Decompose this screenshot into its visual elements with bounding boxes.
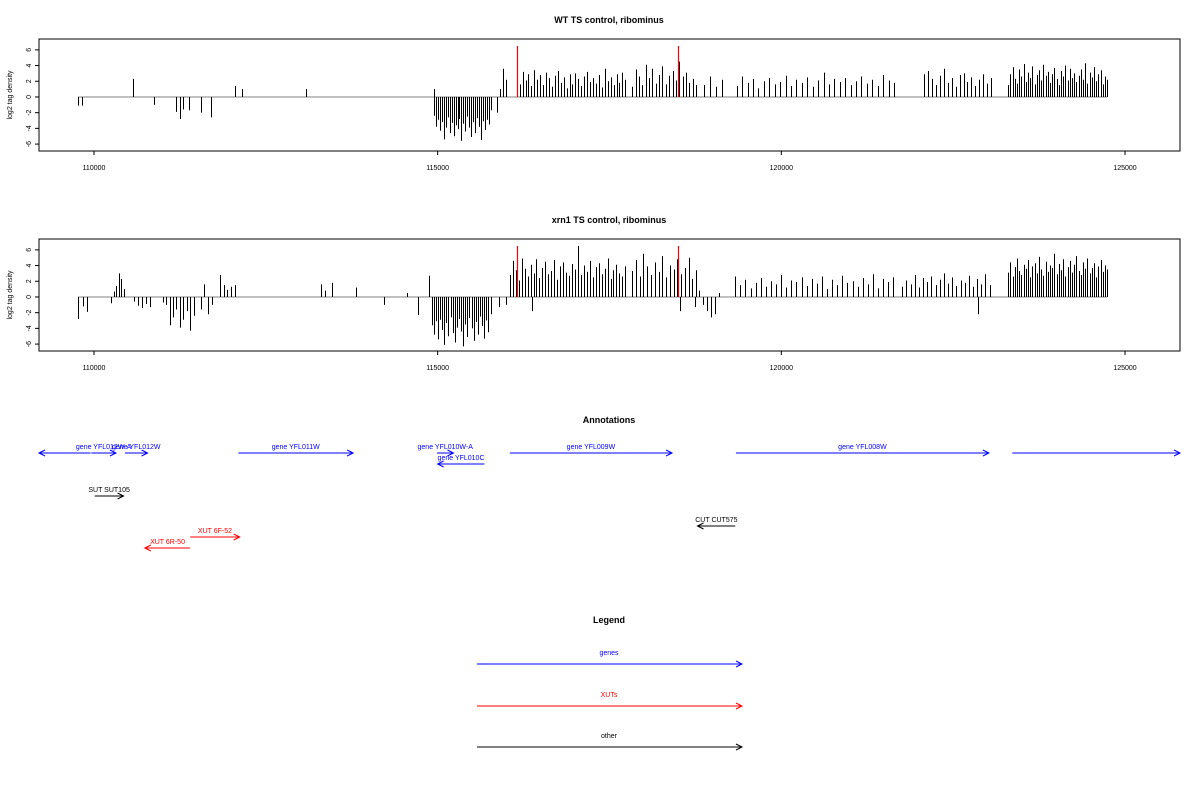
xrn1-x-axis: 110000 115000 120000 125000 <box>83 351 1137 372</box>
annotation-label: CUT CUT575 <box>695 517 737 524</box>
annotation-label: gene YFL012W-A <box>76 444 132 451</box>
annotation-arrow-head <box>143 544 152 552</box>
xrn1-y-tick-label: -6 <box>26 341 33 347</box>
annotation-label: gene YFL009W <box>567 444 616 451</box>
annotation-label: gene YFL012W <box>112 444 161 451</box>
wt-x-tick-label: 120000 <box>770 165 793 172</box>
xrn1-x-tick-label: 110000 <box>83 365 106 372</box>
wt-y-tick-label: 4 <box>26 64 33 68</box>
legend-label: XUTs <box>601 692 618 699</box>
wt-x-tick-label: 125000 <box>1113 165 1136 172</box>
annotation-label: gene YFL010W-A <box>418 444 474 451</box>
legend-label: other <box>601 733 618 740</box>
legend-items: genes XUTs other <box>477 650 744 751</box>
xrn1-panel-title: xrn1 TS control, ribominus <box>552 215 667 225</box>
annotation-label: SUT SUT105 <box>88 487 130 494</box>
wt-plot-frame <box>38 38 1181 152</box>
xrn1-panel: xrn1 TS control, ribominus log2 tag dens… <box>7 215 1181 372</box>
wt-y-tick-label: -2 <box>26 109 33 115</box>
xrn1-y-axis: 6 4 2 0 -2 -4 -6 <box>26 248 39 347</box>
annotation-arrow-head <box>436 460 444 468</box>
xrn1-bars <box>78 245 1108 347</box>
wt-y-tick-label: -4 <box>26 125 33 131</box>
xrn1-y-tick-label: 6 <box>26 248 33 252</box>
annotation-arrow-head <box>117 492 125 500</box>
annotations-title: Annotations <box>583 415 636 425</box>
wt-x-axis: 110000 115000 120000 125000 <box>83 151 1137 172</box>
annotation-label: gene YFL011W <box>272 444 320 451</box>
annotation-arrow-head <box>346 449 355 457</box>
legend-arrow-head <box>735 743 744 751</box>
annotation-label: XUT 6F-52 <box>198 528 232 535</box>
xrn1-y-tick-label: 4 <box>26 264 33 268</box>
annotation-arrow-head <box>982 449 991 457</box>
annotation-arrow-head <box>141 449 149 457</box>
legend: Legend genes XUTs other <box>477 615 744 751</box>
annotation-label: gene YFL008W <box>838 444 887 451</box>
wt-x-tick-label: 115000 <box>426 165 449 172</box>
xrn1-y-tick-label: -2 <box>26 309 33 315</box>
annotation-arrow-head <box>696 522 704 530</box>
xrn1-x-tick-label: 125000 <box>1113 365 1136 372</box>
legend-label: genes <box>599 650 619 657</box>
xrn1-y-tick-label: 0 <box>26 295 33 299</box>
annotation-label: XUT 6R-50 <box>150 539 185 546</box>
wt-panel: WT TS control, ribominus log2 tag densit… <box>7 15 1181 172</box>
xrn1-x-tick-label: 115000 <box>426 365 449 372</box>
wt-y-tick-label: 0 <box>26 95 33 99</box>
legend-title: Legend <box>593 615 625 625</box>
wt-y-tick-label: -6 <box>26 141 33 147</box>
wt-panel-title: WT TS control, ribominus <box>554 15 664 25</box>
legend-arrow-head <box>735 702 744 710</box>
annotation-arrow-head <box>37 449 46 457</box>
wt-x-tick-label: 110000 <box>83 165 106 172</box>
annotation-arrow-head <box>233 533 241 541</box>
annotation-label: gene YFL010C <box>438 455 485 462</box>
xrn1-y-tick-label: 2 <box>26 279 33 283</box>
annotation-arrow-head <box>665 449 674 457</box>
annotation-arrow-head <box>109 449 118 457</box>
wt-y-axis-label: log2 tag density <box>7 70 14 120</box>
xrn1-y-tick-label: -4 <box>26 325 33 331</box>
xrn1-plot-frame <box>38 238 1181 352</box>
xrn1-y-axis-label: log2 tag density <box>7 270 14 320</box>
xrn1-x-tick-label: 120000 <box>770 365 793 372</box>
wt-bars <box>78 45 1108 141</box>
legend-arrow-head <box>735 660 744 668</box>
wt-y-tick-label: 2 <box>26 79 33 83</box>
annotation-arrow-head <box>447 449 455 457</box>
annotation-arrow-head <box>1173 449 1182 457</box>
wt-y-axis: 6 4 2 0 -2 -4 -6 <box>26 48 39 147</box>
wt-y-tick-label: 6 <box>26 48 33 52</box>
